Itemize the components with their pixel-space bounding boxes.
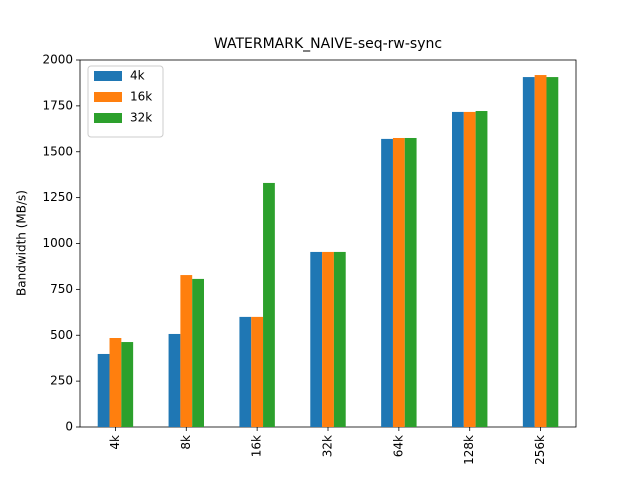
y-tick-label: 1000 bbox=[42, 236, 73, 250]
bar bbox=[546, 77, 559, 428]
bar bbox=[475, 111, 488, 427]
bar bbox=[534, 75, 547, 427]
x-tick-label: 256k bbox=[533, 435, 547, 465]
x-axis-label: Size bbox=[316, 479, 341, 480]
y-tick-label: 1750 bbox=[42, 98, 73, 112]
bar bbox=[310, 251, 323, 427]
bar bbox=[463, 111, 476, 428]
legend-swatch bbox=[94, 92, 122, 102]
bar bbox=[109, 338, 122, 427]
legend-swatch bbox=[94, 113, 122, 123]
y-tick-label: 1500 bbox=[42, 144, 73, 158]
bar bbox=[121, 342, 134, 427]
bar bbox=[251, 316, 264, 427]
x-tick-label: 16k bbox=[250, 435, 264, 457]
bar bbox=[263, 182, 275, 427]
y-tick-label: 2000 bbox=[42, 53, 73, 67]
bar bbox=[452, 111, 464, 428]
legend-label: 4k bbox=[130, 69, 145, 83]
y-tick-label: 0 bbox=[65, 420, 73, 434]
bar bbox=[392, 137, 405, 428]
bar bbox=[192, 278, 204, 427]
x-tick-label: 32k bbox=[321, 435, 335, 457]
y-axis-label: Bandwidth (MB/s) bbox=[15, 190, 29, 296]
y-tick-label: 500 bbox=[50, 328, 73, 342]
x-tick-label: 128k bbox=[462, 435, 476, 465]
legend-label: 16k bbox=[130, 90, 152, 104]
bar bbox=[97, 353, 110, 427]
y-tick-label: 250 bbox=[50, 374, 73, 388]
bar bbox=[404, 137, 417, 428]
bar bbox=[333, 251, 346, 427]
x-tick-label: 4k bbox=[108, 435, 122, 450]
legend-swatch bbox=[94, 71, 122, 81]
bar bbox=[522, 77, 535, 428]
bar bbox=[168, 333, 181, 427]
legend-label: 32k bbox=[130, 111, 152, 125]
y-tick-label: 1250 bbox=[42, 190, 73, 204]
x-tick-label: 8k bbox=[179, 435, 193, 450]
bar bbox=[239, 316, 252, 427]
x-tick-label: 64k bbox=[391, 435, 405, 457]
bar bbox=[322, 251, 334, 427]
chart-title: WATERMARK_NAIVE-seq-rw-sync bbox=[214, 36, 442, 52]
bar bbox=[381, 138, 393, 427]
bar bbox=[180, 275, 193, 427]
y-tick-label: 750 bbox=[50, 282, 73, 296]
